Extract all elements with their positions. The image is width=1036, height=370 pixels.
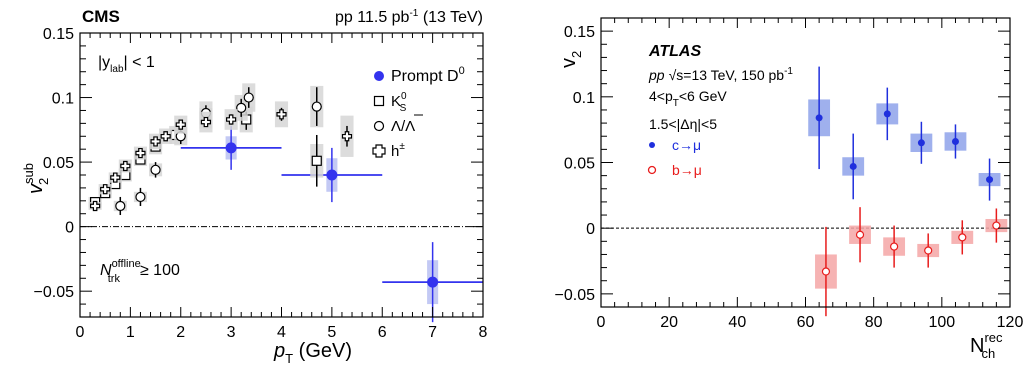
atlas-x-tick-label: 80 (865, 314, 883, 331)
atlas-plot-frame (600, 17, 1011, 308)
data-point (326, 169, 338, 181)
data-point (150, 136, 161, 147)
legend-marker-lambda (373, 120, 385, 132)
legend-label-lambda: Λ/Λ (391, 118, 415, 135)
legend-entry-lambda: Λ/Λ (373, 114, 423, 135)
atlas-pt-cut: 4<pT<6 GeV (649, 88, 727, 109)
atlas-series-0 (808, 66, 1001, 201)
legend-marker-c-to-mu (649, 142, 655, 148)
data-point (992, 221, 1001, 230)
atlas-eta-cut: 1.5<|Δη|<5 (649, 116, 717, 132)
legend-marker-hadrons (372, 144, 386, 158)
legend-entry-prompt-d0: Prompt D0 (374, 65, 465, 85)
data-point (90, 200, 101, 212)
atlas-energy-label: pp √s=13 TeV, 150 pb-1 (648, 66, 793, 83)
cms-x-tick-label: 2 (176, 324, 185, 341)
data-point (890, 242, 899, 251)
cms-series-0 (180, 125, 483, 323)
data-point (226, 114, 237, 125)
legend-label-hadrons: h± (391, 141, 405, 160)
atlas-experiment-label: ATLAS (648, 43, 701, 60)
cms-y-tick-label: 0.1 (52, 91, 74, 108)
atlas-x-tick-label: 60 (797, 314, 815, 331)
legend-marker-b-to-mu (647, 165, 657, 175)
data-point (986, 176, 994, 184)
atlas-x-tick-label: 40 (728, 314, 746, 331)
data-point (200, 116, 212, 128)
data-point (225, 142, 237, 154)
data-point (849, 162, 857, 170)
cms-y-tick-label: 0 (65, 220, 74, 237)
data-point (883, 110, 891, 118)
cms-panel: 0 1 2 3 4 5 6 7 8 −0.05 0 0.05 0.1 0.15 CMS pp 11.5 p… (21, 7, 488, 366)
cms-rapidity-cut: |ylab| < 1 (98, 54, 155, 75)
data-point (115, 200, 126, 212)
cms-x-tick-label: 3 (227, 324, 236, 341)
data-point (917, 139, 925, 147)
data-point (243, 92, 254, 103)
cms-x-tick-label: 6 (378, 324, 387, 341)
atlas-y-tick-label: 0.15 (564, 24, 595, 41)
data-point (924, 246, 933, 255)
atlas-y-axis-title: v2 (558, 51, 584, 68)
legend-marker-prompt-d0 (374, 71, 384, 81)
atlas-x-tick-label: 100 (928, 314, 955, 331)
cms-multiplicity-cut: Noffline trk ≥ 100 (100, 258, 180, 285)
atlas-x-tick-label: 120 (997, 314, 1024, 331)
atlas-y-tick-label: 0.1 (573, 90, 595, 107)
atlas-y-tick-label: 0.05 (564, 156, 595, 173)
data-point (175, 119, 186, 130)
data-point (951, 137, 959, 145)
data-point (815, 114, 823, 122)
data-point (135, 191, 146, 203)
cms-legend: Prompt D0 K0 S Λ/Λ h± (372, 65, 465, 160)
data-point (341, 131, 353, 142)
data-point (821, 267, 831, 276)
cms-x-axis-title: pT (GeV) (273, 340, 352, 365)
data-point (855, 230, 865, 239)
data-point (311, 101, 322, 112)
cms-x-tick-label: 8 (479, 324, 488, 341)
data-point (427, 276, 439, 288)
data-point (100, 184, 111, 195)
cms-x-tick-label: 0 (76, 324, 85, 341)
atlas-y-tick-label: −0.05 (555, 287, 596, 304)
data-point (110, 172, 121, 183)
cms-x-tick-label: 1 (126, 324, 135, 341)
atlas-x-axis-title: Nrec ch (970, 330, 1003, 361)
data-point (236, 102, 247, 113)
cms-y-tick-label: 0.05 (43, 155, 74, 172)
legend-label-b-to-mu: b→μ (672, 162, 702, 178)
atlas-y-tick-label: 0 (586, 221, 595, 238)
cms-experiment-label: CMS (82, 7, 120, 26)
atlas-legend: c→μ b→μ (647, 137, 702, 178)
cms-y-tick-label: −0.05 (34, 284, 75, 301)
data-point (276, 109, 287, 120)
data-point (958, 233, 967, 242)
cms-x-tick-label: 7 (428, 324, 437, 341)
atlas-x-tick-label: 0 (597, 314, 606, 331)
legend-label-ks0: K0 S (391, 91, 407, 114)
cms-y-tick-label: 0.15 (43, 26, 74, 43)
data-point (311, 155, 322, 166)
legend-label-prompt-d0: Prompt D0 (391, 65, 465, 85)
cms-series-3 (88, 101, 354, 212)
legend-marker-ks0 (373, 95, 385, 107)
legend-entry-hadrons: h± (372, 141, 405, 160)
legend-entry-ks0: K0 S (373, 91, 407, 114)
legend-label-c-to-mu: c→μ (672, 137, 701, 153)
data-point (120, 160, 131, 172)
data-point (150, 164, 161, 175)
atlas-series-1 (815, 207, 1008, 317)
cms-dataset-label: pp 11.5 pb-1 (13 TeV) (335, 8, 483, 26)
data-point (135, 147, 146, 159)
atlas-x-tick-label: 20 (660, 314, 678, 331)
cms-y-axis-title: vsub2 (21, 163, 51, 194)
cms-x-tick-label: 5 (327, 324, 336, 341)
cms-x-tick-label: 4 (277, 324, 286, 341)
data-point (160, 131, 171, 142)
